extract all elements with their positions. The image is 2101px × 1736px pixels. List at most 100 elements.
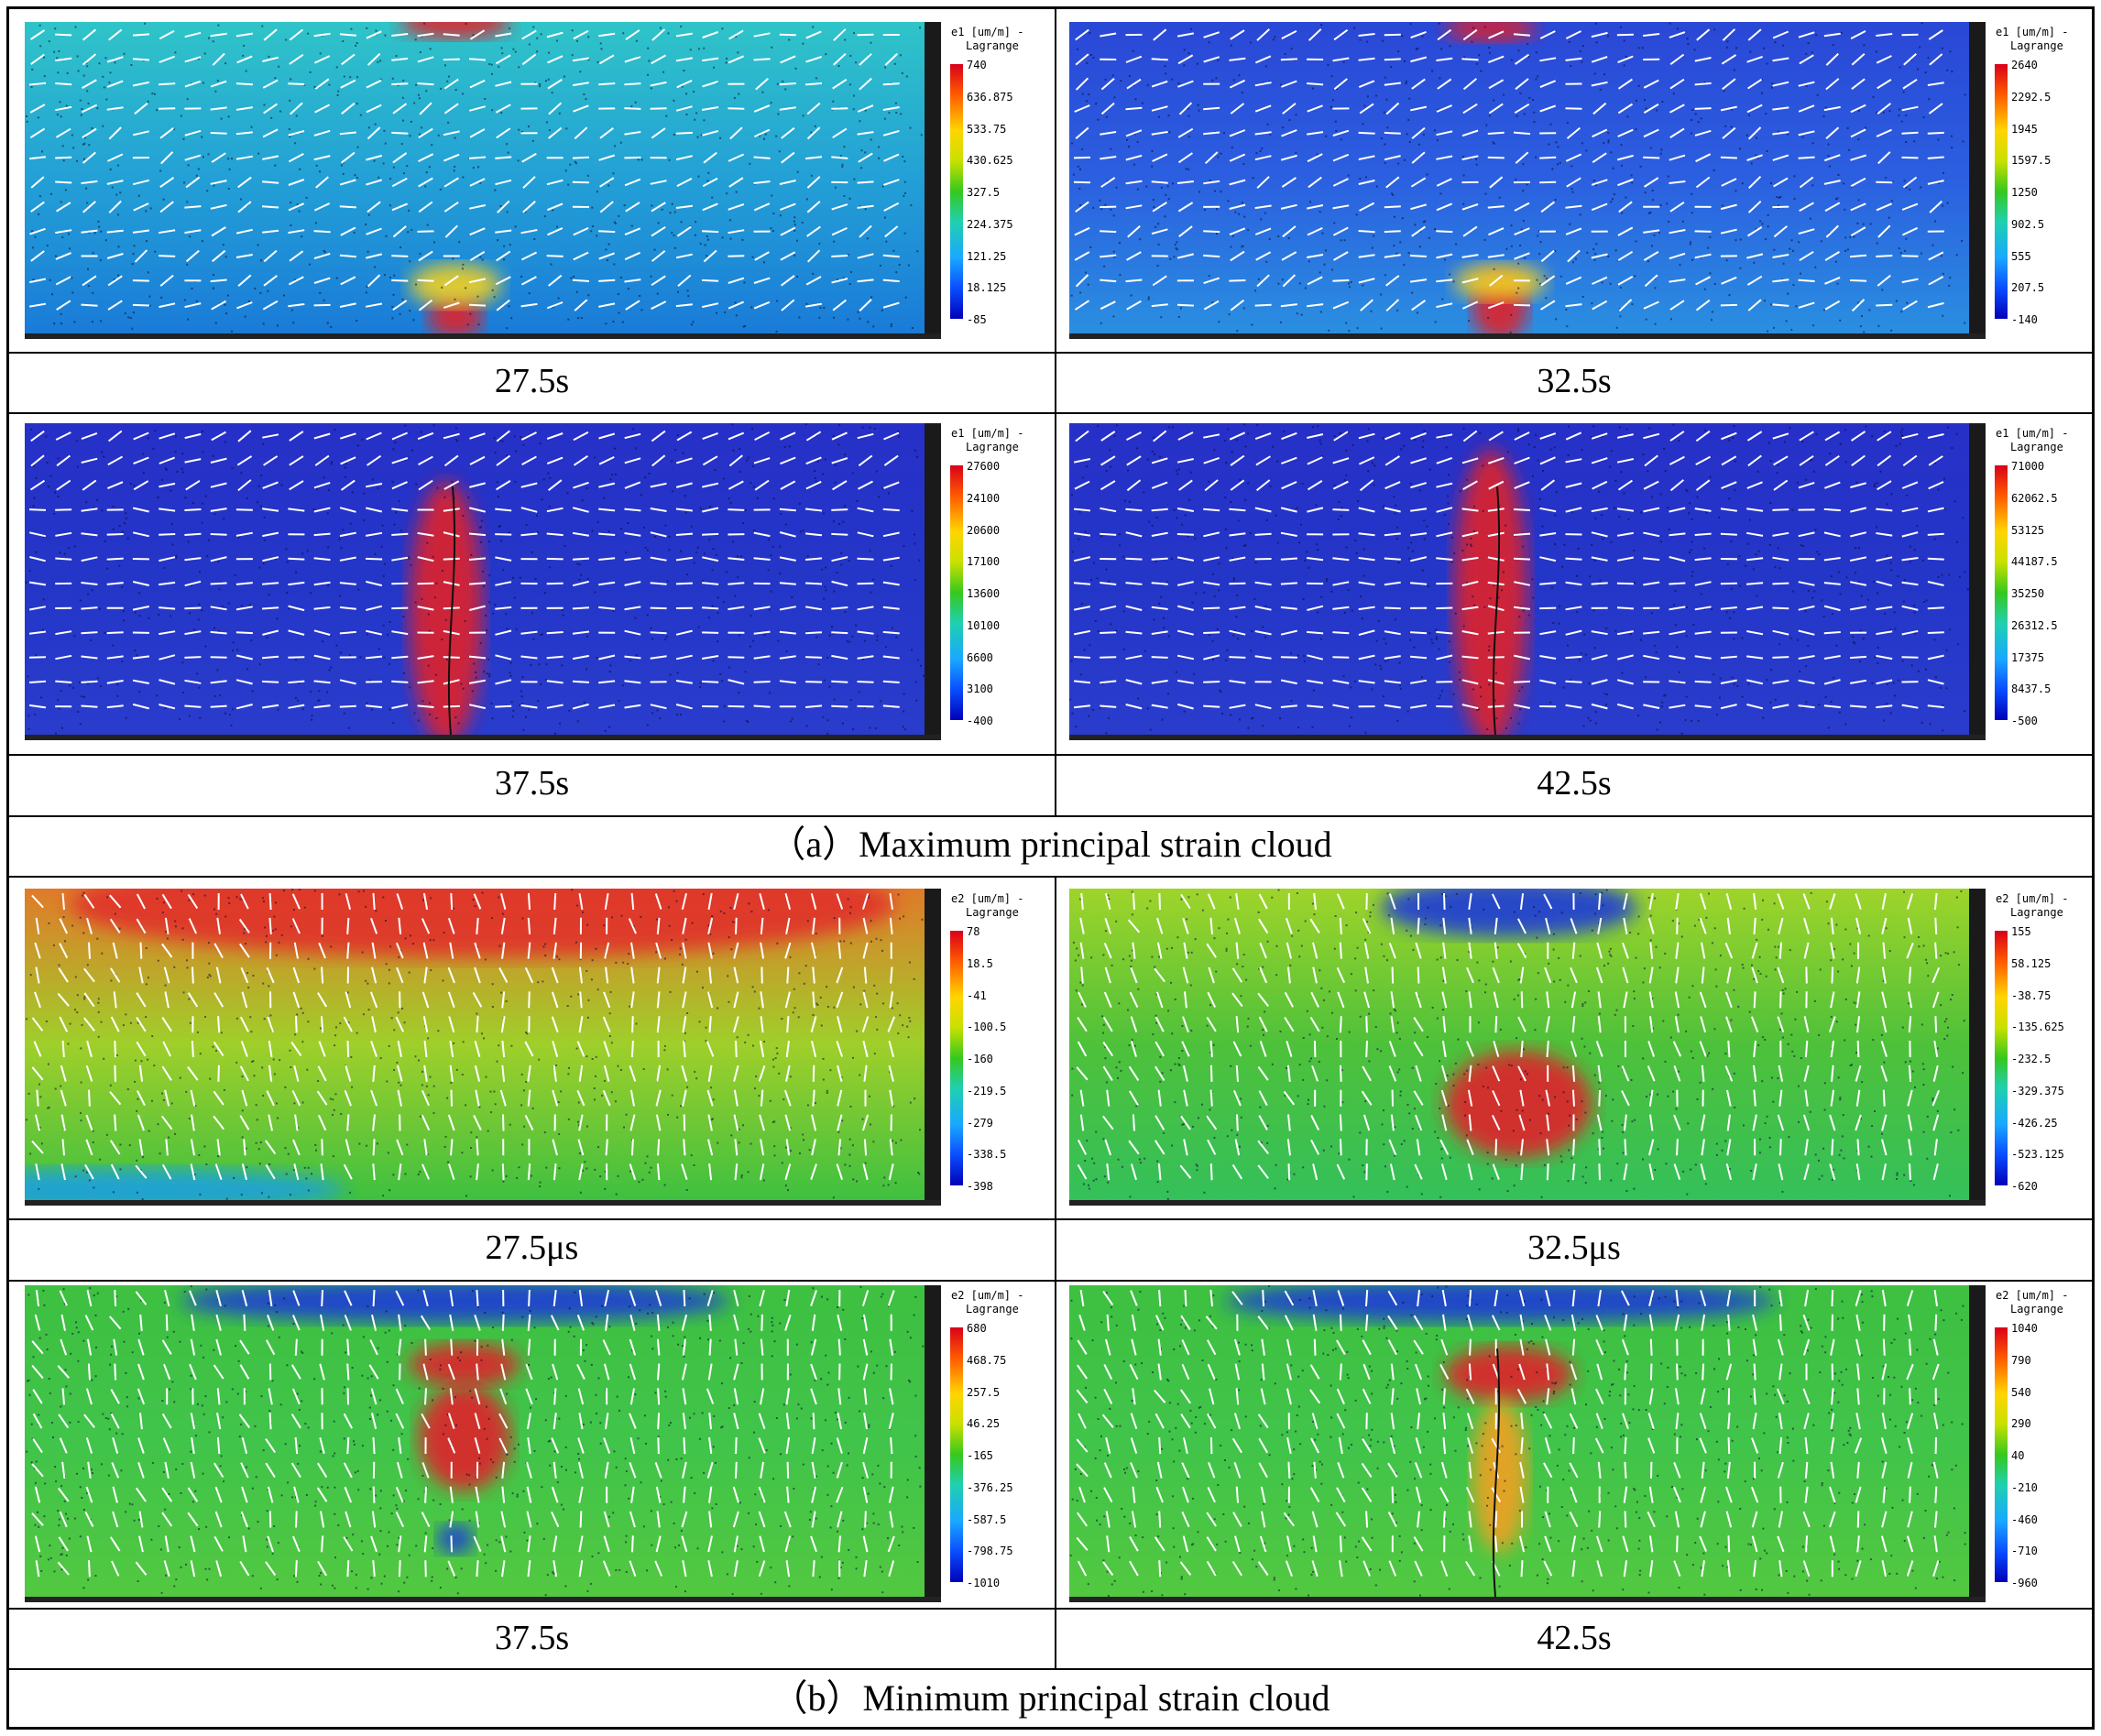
strain-field bbox=[25, 22, 941, 339]
principal-direction-arrow bbox=[235, 155, 253, 160]
principal-direction-arrow bbox=[1229, 680, 1246, 684]
speckle bbox=[1426, 173, 1428, 176]
principal-direction-arrow bbox=[367, 52, 381, 66]
speckle bbox=[1595, 184, 1597, 187]
speckle bbox=[1161, 718, 1164, 721]
speckle bbox=[899, 54, 902, 57]
speckle bbox=[1623, 39, 1625, 42]
speckle bbox=[1268, 81, 1271, 83]
speckle bbox=[1243, 215, 1246, 218]
speckle bbox=[892, 627, 893, 629]
principal-direction-arrow bbox=[263, 249, 278, 263]
speckle bbox=[881, 949, 883, 952]
principal-direction-arrow bbox=[1514, 103, 1530, 115]
speckle bbox=[541, 633, 543, 636]
speckle bbox=[1599, 579, 1602, 582]
principal-direction-arrow bbox=[1125, 55, 1143, 63]
speckle bbox=[1906, 494, 1909, 497]
speckle bbox=[112, 528, 115, 530]
speckle bbox=[824, 585, 826, 588]
principal-direction-arrow bbox=[1177, 80, 1194, 88]
speckle bbox=[911, 649, 914, 651]
speckle bbox=[541, 498, 543, 501]
speckle bbox=[151, 1035, 154, 1038]
principal-direction-arrow bbox=[469, 79, 486, 89]
principal-direction-arrow bbox=[728, 679, 745, 685]
speckle bbox=[506, 211, 509, 213]
speckle bbox=[241, 899, 244, 901]
speckle bbox=[806, 920, 809, 923]
speckle bbox=[1348, 725, 1351, 727]
speckle bbox=[1085, 271, 1087, 274]
speckle bbox=[1577, 547, 1580, 550]
specimen-edge bbox=[925, 423, 941, 740]
principal-direction-arrow bbox=[624, 581, 641, 586]
speckle bbox=[1439, 192, 1442, 195]
principal-direction-arrow bbox=[1539, 456, 1556, 465]
speckle bbox=[1938, 181, 1940, 184]
speckle bbox=[733, 96, 736, 99]
speckle bbox=[340, 547, 343, 550]
principal-direction-arrow bbox=[159, 274, 174, 287]
speckle bbox=[496, 481, 498, 484]
principal-direction-arrow bbox=[858, 480, 873, 490]
speckle bbox=[310, 691, 312, 693]
speckle bbox=[398, 500, 400, 503]
speckle bbox=[1653, 234, 1656, 236]
principal-direction-arrow bbox=[1721, 276, 1737, 285]
principal-direction-arrow bbox=[1591, 679, 1608, 685]
principal-direction-arrow bbox=[1307, 276, 1323, 286]
speckle bbox=[147, 100, 149, 103]
speckle bbox=[561, 664, 564, 667]
principal-direction-arrow bbox=[1746, 104, 1763, 114]
speckle bbox=[1427, 585, 1429, 588]
principal-direction-arrow bbox=[107, 481, 124, 490]
speckle bbox=[744, 671, 747, 673]
speckle bbox=[656, 292, 659, 295]
principal-direction-arrow bbox=[1488, 55, 1505, 64]
principal-direction-arrow bbox=[624, 178, 641, 187]
speckle bbox=[699, 507, 702, 509]
principal-direction-arrow bbox=[521, 276, 537, 286]
speckle bbox=[82, 1169, 85, 1172]
speckle bbox=[1366, 40, 1369, 43]
speckle bbox=[752, 486, 755, 488]
principal-direction-arrow bbox=[1617, 479, 1633, 491]
speckle bbox=[1225, 462, 1228, 464]
speckle bbox=[1160, 316, 1163, 319]
principal-direction-arrow bbox=[728, 300, 744, 310]
speckle bbox=[1106, 180, 1109, 182]
speckle bbox=[837, 443, 840, 446]
principal-direction-arrow bbox=[366, 253, 383, 259]
speckle bbox=[875, 470, 878, 473]
principal-direction-arrow bbox=[1410, 56, 1428, 63]
speckle bbox=[1430, 639, 1433, 641]
speckle bbox=[456, 440, 459, 442]
principal-direction-arrow bbox=[1746, 531, 1764, 537]
speckle bbox=[802, 115, 804, 117]
speckle bbox=[349, 76, 352, 79]
principal-direction-arrow bbox=[1152, 153, 1168, 162]
speckle bbox=[1242, 423, 1245, 426]
speckle bbox=[1589, 575, 1592, 578]
principal-direction-arrow bbox=[1901, 704, 1919, 709]
speckle bbox=[33, 497, 36, 499]
principal-direction-arrow bbox=[1747, 126, 1762, 140]
principal-direction-arrow bbox=[1229, 508, 1246, 512]
speckle bbox=[1684, 719, 1687, 722]
speckle bbox=[1656, 109, 1658, 112]
speckle bbox=[1482, 509, 1484, 512]
speckle bbox=[470, 553, 473, 556]
speckle bbox=[592, 225, 594, 228]
speckle bbox=[618, 214, 620, 217]
speckle bbox=[118, 525, 121, 527]
speckle bbox=[1694, 113, 1697, 115]
speckle bbox=[498, 525, 500, 528]
speckle bbox=[136, 1109, 138, 1112]
speckle bbox=[1723, 486, 1726, 489]
principal-direction-arrow bbox=[1203, 654, 1220, 661]
principal-direction-arrow bbox=[1823, 154, 1841, 162]
principal-direction-arrow bbox=[831, 606, 848, 610]
speckle bbox=[1335, 88, 1338, 90]
speckle bbox=[470, 1131, 473, 1134]
